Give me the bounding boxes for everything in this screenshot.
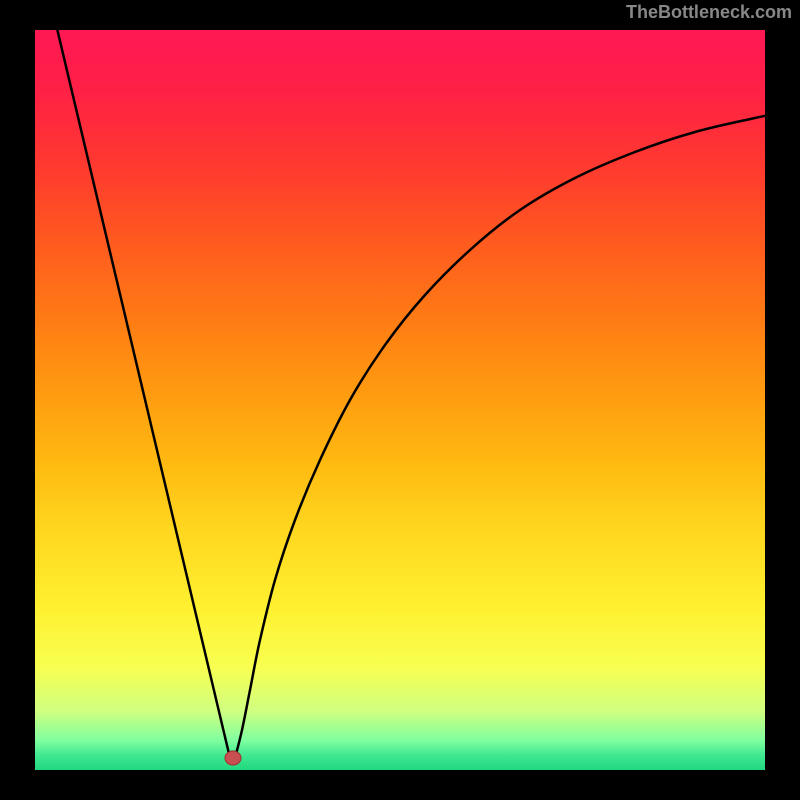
bottleneck-curve: [55, 30, 765, 758]
curve-overlay: [35, 30, 765, 770]
watermark-text: TheBottleneck.com: [626, 2, 792, 23]
plot-area: [35, 30, 765, 770]
chart-frame: TheBottleneck.com: [0, 0, 800, 800]
optimal-point-marker: [225, 751, 241, 765]
